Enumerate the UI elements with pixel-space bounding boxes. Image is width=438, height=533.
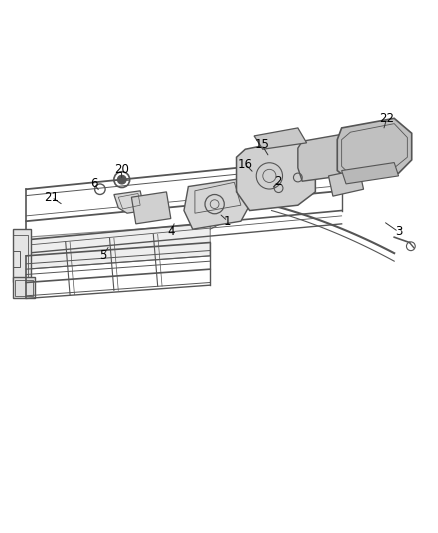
Polygon shape: [13, 277, 35, 298]
Polygon shape: [298, 134, 350, 181]
Polygon shape: [237, 139, 315, 211]
Text: 22: 22: [379, 112, 394, 125]
Text: 20: 20: [114, 163, 129, 176]
Polygon shape: [337, 118, 412, 181]
Text: 15: 15: [254, 139, 269, 151]
Text: 5: 5: [99, 249, 106, 262]
Polygon shape: [254, 128, 307, 149]
Text: 16: 16: [238, 158, 253, 171]
Polygon shape: [328, 169, 364, 196]
Text: 3: 3: [395, 225, 402, 238]
Text: 21: 21: [44, 191, 59, 204]
Text: 1: 1: [224, 215, 232, 228]
Polygon shape: [184, 179, 250, 229]
Text: 2: 2: [274, 175, 282, 188]
Circle shape: [117, 175, 126, 184]
Polygon shape: [13, 229, 31, 282]
Text: 4: 4: [167, 225, 175, 238]
Polygon shape: [114, 191, 145, 213]
Polygon shape: [342, 163, 399, 184]
Text: 6: 6: [90, 177, 98, 190]
Polygon shape: [26, 224, 210, 269]
Polygon shape: [131, 192, 171, 224]
